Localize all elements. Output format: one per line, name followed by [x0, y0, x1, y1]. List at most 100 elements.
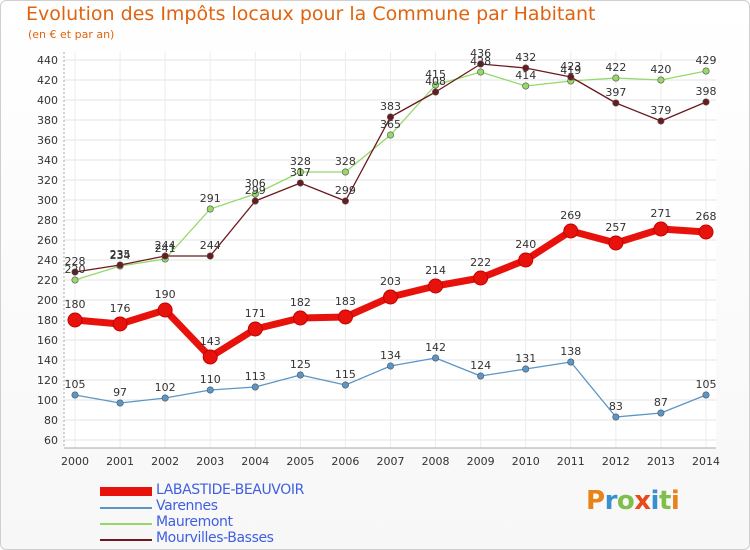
data-point	[432, 81, 440, 89]
data-point	[702, 98, 710, 106]
data-point	[477, 372, 485, 380]
data-label: 105	[65, 378, 86, 391]
data-label: 291	[200, 192, 221, 205]
data-point	[71, 276, 79, 284]
y-tick-label: 200	[37, 294, 58, 307]
x-tick-label: 2011	[557, 455, 585, 468]
data-point	[292, 310, 308, 326]
data-label: 183	[335, 295, 356, 308]
data-label: 317	[290, 166, 311, 179]
y-tick-label: 140	[37, 354, 58, 367]
legend-label: Mauremont	[156, 514, 233, 530]
x-tick-label: 2003	[196, 455, 224, 468]
data-point	[477, 68, 485, 76]
data-label: 143	[200, 335, 221, 348]
data-label: 428	[470, 55, 491, 68]
data-point	[657, 117, 665, 125]
data-point	[161, 252, 169, 260]
data-point	[116, 261, 124, 269]
data-point	[567, 73, 575, 81]
data-point	[612, 413, 620, 421]
data-point	[296, 179, 304, 187]
x-tick-label: 2009	[467, 455, 495, 468]
data-point	[341, 197, 349, 205]
x-tick-label: 2010	[512, 455, 540, 468]
data-label: 408	[425, 75, 446, 88]
data-label: 142	[425, 341, 446, 354]
data-point	[251, 383, 259, 391]
legend-item: Mourvilles-Basses	[100, 530, 420, 548]
y-tick-label: 360	[37, 134, 58, 147]
data-point	[341, 168, 349, 176]
data-point	[206, 252, 214, 260]
data-point	[71, 391, 79, 399]
data-label: 220	[65, 263, 86, 276]
data-label: 299	[335, 184, 356, 197]
data-label: 419	[560, 64, 581, 77]
y-tick-label: 340	[37, 154, 58, 167]
data-label: 299	[245, 184, 266, 197]
data-label: 432	[515, 51, 536, 64]
data-point	[206, 205, 214, 213]
y-tick-label: 420	[37, 74, 58, 87]
y-tick-label: 120	[37, 374, 58, 387]
y-tick-label: 60	[44, 434, 58, 447]
data-point	[67, 312, 83, 328]
data-label: 436	[470, 47, 491, 60]
data-point	[71, 268, 79, 276]
data-label: 134	[380, 349, 401, 362]
data-point	[567, 358, 575, 366]
data-point	[386, 131, 394, 139]
data-label: 429	[696, 54, 717, 67]
data-point	[563, 223, 579, 239]
data-point	[386, 113, 394, 121]
data-point	[473, 270, 489, 286]
data-point	[251, 190, 259, 198]
data-label: 124	[470, 359, 491, 372]
data-label: 228	[65, 255, 86, 268]
y-tick-label: 180	[37, 314, 58, 327]
data-point	[428, 278, 444, 294]
data-point	[386, 362, 394, 370]
data-label: 383	[380, 100, 401, 113]
data-label: 271	[650, 207, 671, 220]
data-point	[522, 82, 530, 90]
x-tick-label: 2004	[241, 455, 269, 468]
data-point	[296, 168, 304, 176]
legend: LABASTIDE-BEAUVOIR Varennes Mauremont Mo…	[100, 482, 420, 548]
chart-title: Evolution des Impôts locaux pour la Comm…	[26, 3, 596, 25]
x-tick-label: 2007	[377, 455, 405, 468]
data-label: 87	[654, 396, 668, 409]
legend-item: Mauremont	[100, 514, 420, 532]
x-tick-label: 2000	[61, 455, 89, 468]
data-label: 222	[470, 256, 491, 269]
data-label: 190	[155, 288, 176, 301]
data-label: 102	[155, 381, 176, 394]
data-point	[202, 349, 218, 365]
data-label: 214	[425, 264, 446, 277]
data-label: 97	[113, 386, 127, 399]
x-tick-label: 2008	[422, 455, 450, 468]
data-label: 328	[335, 155, 356, 168]
legend-label: LABASTIDE-BEAUVOIR	[156, 482, 304, 498]
data-label: 113	[245, 370, 266, 383]
legend-swatch-varennes	[100, 507, 152, 509]
data-point	[112, 316, 128, 332]
data-label: 241	[155, 242, 176, 255]
data-label: 138	[560, 345, 581, 358]
data-point	[432, 88, 440, 96]
x-tick-label: 2012	[602, 455, 630, 468]
data-label: 422	[605, 61, 626, 74]
data-label: 125	[290, 358, 311, 371]
data-label: 420	[650, 63, 671, 76]
data-point	[337, 309, 353, 325]
data-point	[116, 399, 124, 407]
x-tick-label: 2001	[106, 455, 134, 468]
data-point	[247, 321, 263, 337]
data-label: 176	[110, 302, 131, 315]
legend-item: Varennes	[100, 498, 420, 516]
data-label: 171	[245, 307, 266, 320]
data-label: 269	[560, 209, 581, 222]
y-tick-label: 380	[37, 114, 58, 127]
data-point	[702, 67, 710, 75]
